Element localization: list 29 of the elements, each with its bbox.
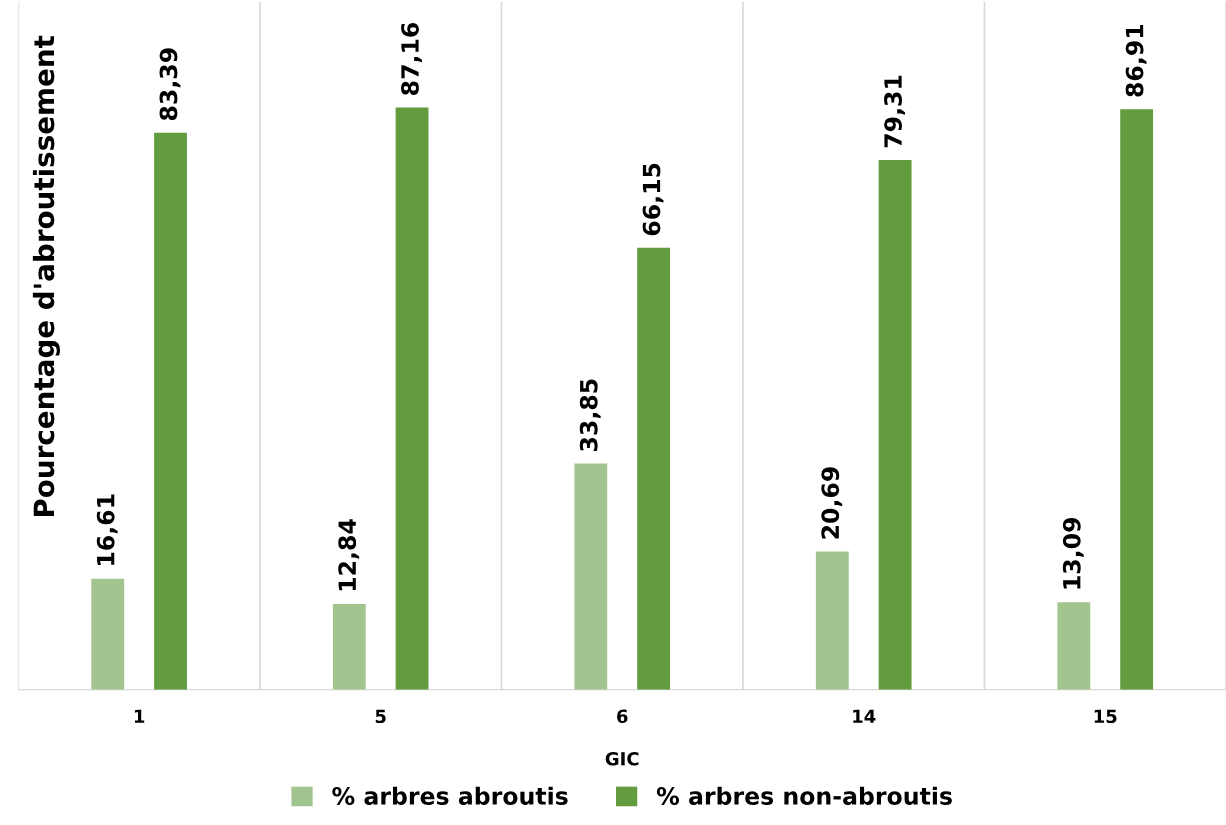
x-tick-label: 15 (1094, 709, 1117, 724)
data-label: 13,09 (1062, 517, 1084, 589)
bar (91, 578, 125, 690)
data-label: 87,16 (401, 22, 422, 95)
x-tick-label: 6 (617, 709, 628, 724)
bar (815, 551, 849, 690)
x-tick-label: 14 (853, 709, 876, 723)
bar (574, 463, 608, 690)
bar (1120, 109, 1154, 690)
bar (637, 247, 671, 690)
data-label: 66,15 (642, 163, 664, 236)
legend-label: % arbres non-abroutis (656, 786, 952, 805)
data-label: 16,61 (96, 494, 118, 565)
x-tick-label: 5 (375, 709, 386, 724)
bar (332, 603, 366, 690)
data-label: 86,91 (1125, 24, 1147, 97)
data-label: 33,85 (579, 379, 601, 451)
y-axis-title: Pourcentage d'abroutissement (32, 35, 60, 517)
x-axis-title: GIC (605, 751, 639, 766)
data-label: 20,69 (821, 467, 843, 539)
legend-label: % arbres abroutis (332, 786, 568, 805)
bar (395, 107, 429, 690)
bar (878, 159, 912, 690)
bar (1057, 602, 1091, 690)
data-label: 79,31 (884, 75, 905, 148)
data-label: 83,39 (159, 48, 181, 121)
bar (154, 132, 187, 690)
data-label: 12,84 (338, 519, 360, 591)
x-tick-label: 1 (134, 709, 145, 723)
